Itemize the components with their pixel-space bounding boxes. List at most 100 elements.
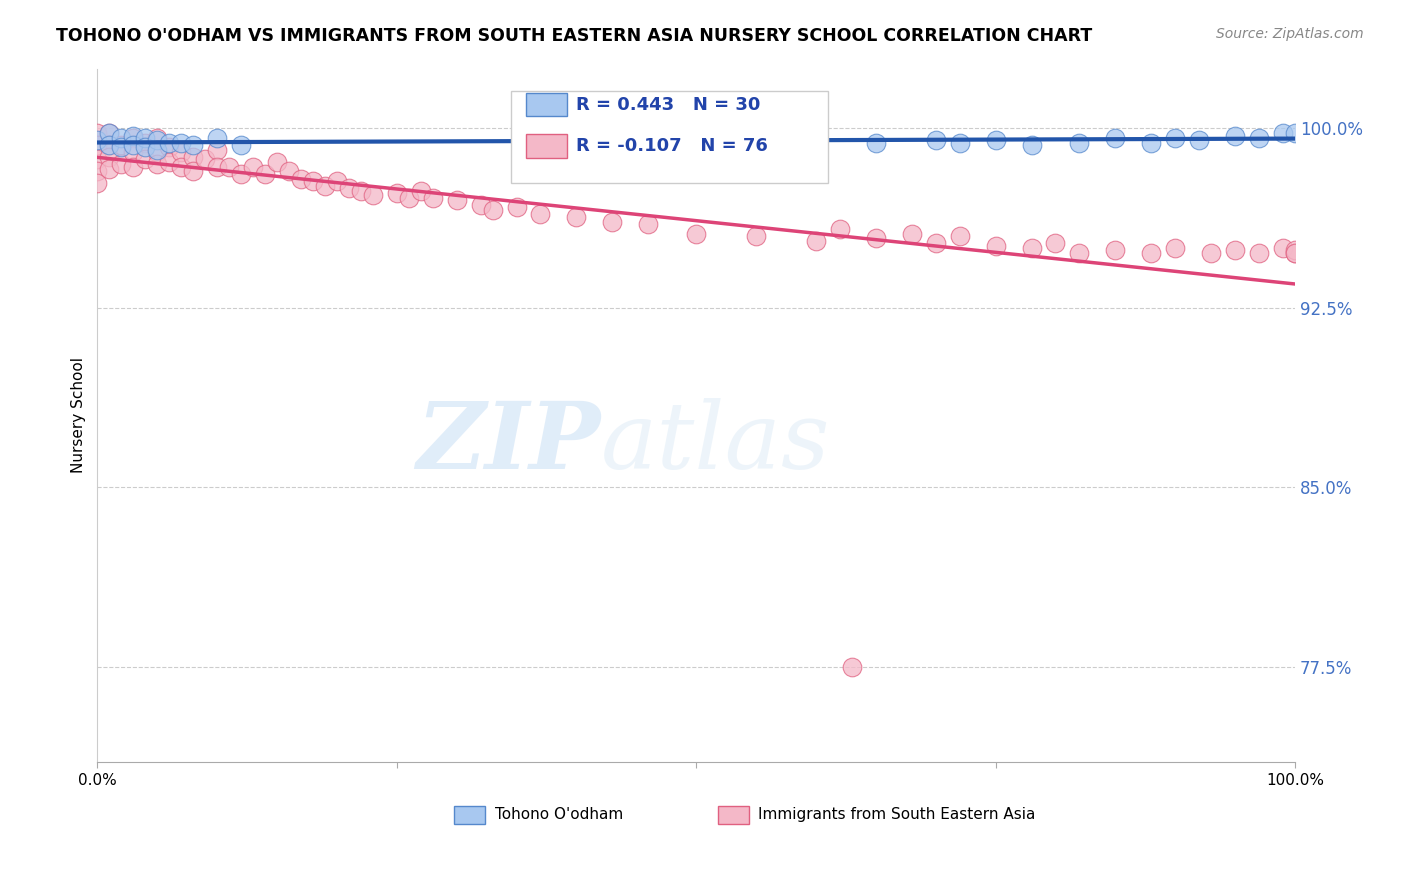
Point	[86, 126, 108, 140]
Point	[229, 167, 252, 181]
Point	[865, 231, 887, 245]
Point	[841, 659, 863, 673]
Point	[385, 186, 408, 200]
Point	[1069, 245, 1091, 260]
Point	[350, 184, 373, 198]
Point	[146, 145, 169, 160]
Point	[1188, 133, 1211, 147]
Point	[181, 164, 204, 178]
Text: Source: ZipAtlas.com: Source: ZipAtlas.com	[1216, 27, 1364, 41]
Point	[229, 138, 252, 153]
Point	[446, 193, 468, 207]
Point	[86, 153, 108, 167]
Point	[900, 227, 922, 241]
Text: TOHONO O'ODHAM VS IMMIGRANTS FROM SOUTH EASTERN ASIA NURSERY SCHOOL CORRELATION : TOHONO O'ODHAM VS IMMIGRANTS FROM SOUTH …	[56, 27, 1092, 45]
Point	[134, 131, 156, 145]
Point	[122, 145, 145, 160]
Text: Tohono O'odham: Tohono O'odham	[495, 807, 623, 822]
Text: R = -0.107   N = 76: R = -0.107 N = 76	[576, 137, 768, 155]
Point	[685, 227, 707, 241]
FancyBboxPatch shape	[717, 806, 749, 824]
Point	[1284, 244, 1306, 258]
Point	[157, 136, 180, 150]
Text: Immigrants from South Eastern Asia: Immigrants from South Eastern Asia	[758, 807, 1036, 822]
Point	[602, 214, 624, 228]
Point	[1272, 241, 1295, 255]
Point	[422, 191, 444, 205]
Point	[122, 138, 145, 153]
Point	[1272, 126, 1295, 140]
Point	[253, 167, 276, 181]
Point	[865, 136, 887, 150]
Point	[205, 143, 228, 157]
Text: atlas: atlas	[600, 398, 830, 488]
Point	[1223, 128, 1246, 143]
Point	[181, 150, 204, 164]
Point	[157, 154, 180, 169]
Point	[122, 128, 145, 143]
Point	[1104, 244, 1126, 258]
Point	[134, 140, 156, 154]
Point	[828, 222, 851, 236]
Point	[134, 153, 156, 167]
Point	[409, 184, 432, 198]
Text: ZIP: ZIP	[416, 398, 600, 488]
Point	[98, 138, 121, 153]
Point	[326, 174, 349, 188]
Point	[122, 131, 145, 145]
Point	[984, 133, 1007, 147]
FancyBboxPatch shape	[454, 806, 485, 824]
Point	[1140, 245, 1163, 260]
Point	[146, 133, 169, 147]
Point	[1104, 131, 1126, 145]
Point	[98, 150, 121, 164]
Point	[1021, 138, 1043, 153]
Point	[242, 160, 264, 174]
Point	[1199, 245, 1222, 260]
Point	[194, 153, 217, 167]
Point	[98, 126, 121, 140]
Point	[361, 188, 384, 202]
Y-axis label: Nursery School: Nursery School	[72, 358, 86, 474]
Point	[170, 145, 193, 160]
Point	[1164, 131, 1187, 145]
Point	[110, 131, 132, 145]
Point	[98, 138, 121, 153]
Point	[157, 140, 180, 154]
Point	[925, 133, 948, 147]
Point	[170, 160, 193, 174]
Point	[170, 136, 193, 150]
Point	[481, 202, 503, 217]
Point	[1249, 245, 1271, 260]
Point	[1140, 136, 1163, 150]
Point	[86, 133, 108, 147]
Point	[290, 171, 312, 186]
Point	[1164, 241, 1187, 255]
Point	[565, 210, 588, 224]
Point	[1284, 126, 1306, 140]
FancyBboxPatch shape	[510, 91, 828, 183]
Point	[205, 160, 228, 174]
Point	[86, 164, 108, 178]
Point	[949, 136, 972, 150]
Point	[86, 138, 108, 153]
Point	[218, 160, 240, 174]
Point	[398, 191, 420, 205]
Point	[278, 164, 301, 178]
Point	[86, 177, 108, 191]
Point	[804, 234, 827, 248]
Point	[1045, 236, 1067, 251]
Point	[110, 140, 132, 154]
Point	[266, 154, 288, 169]
Point	[470, 198, 492, 212]
Point	[1069, 136, 1091, 150]
FancyBboxPatch shape	[526, 93, 567, 116]
Point	[134, 136, 156, 150]
Point	[984, 238, 1007, 252]
Point	[637, 217, 659, 231]
Point	[1223, 244, 1246, 258]
Point	[745, 229, 768, 244]
Point	[529, 207, 551, 221]
Point	[1021, 241, 1043, 255]
Point	[181, 138, 204, 153]
